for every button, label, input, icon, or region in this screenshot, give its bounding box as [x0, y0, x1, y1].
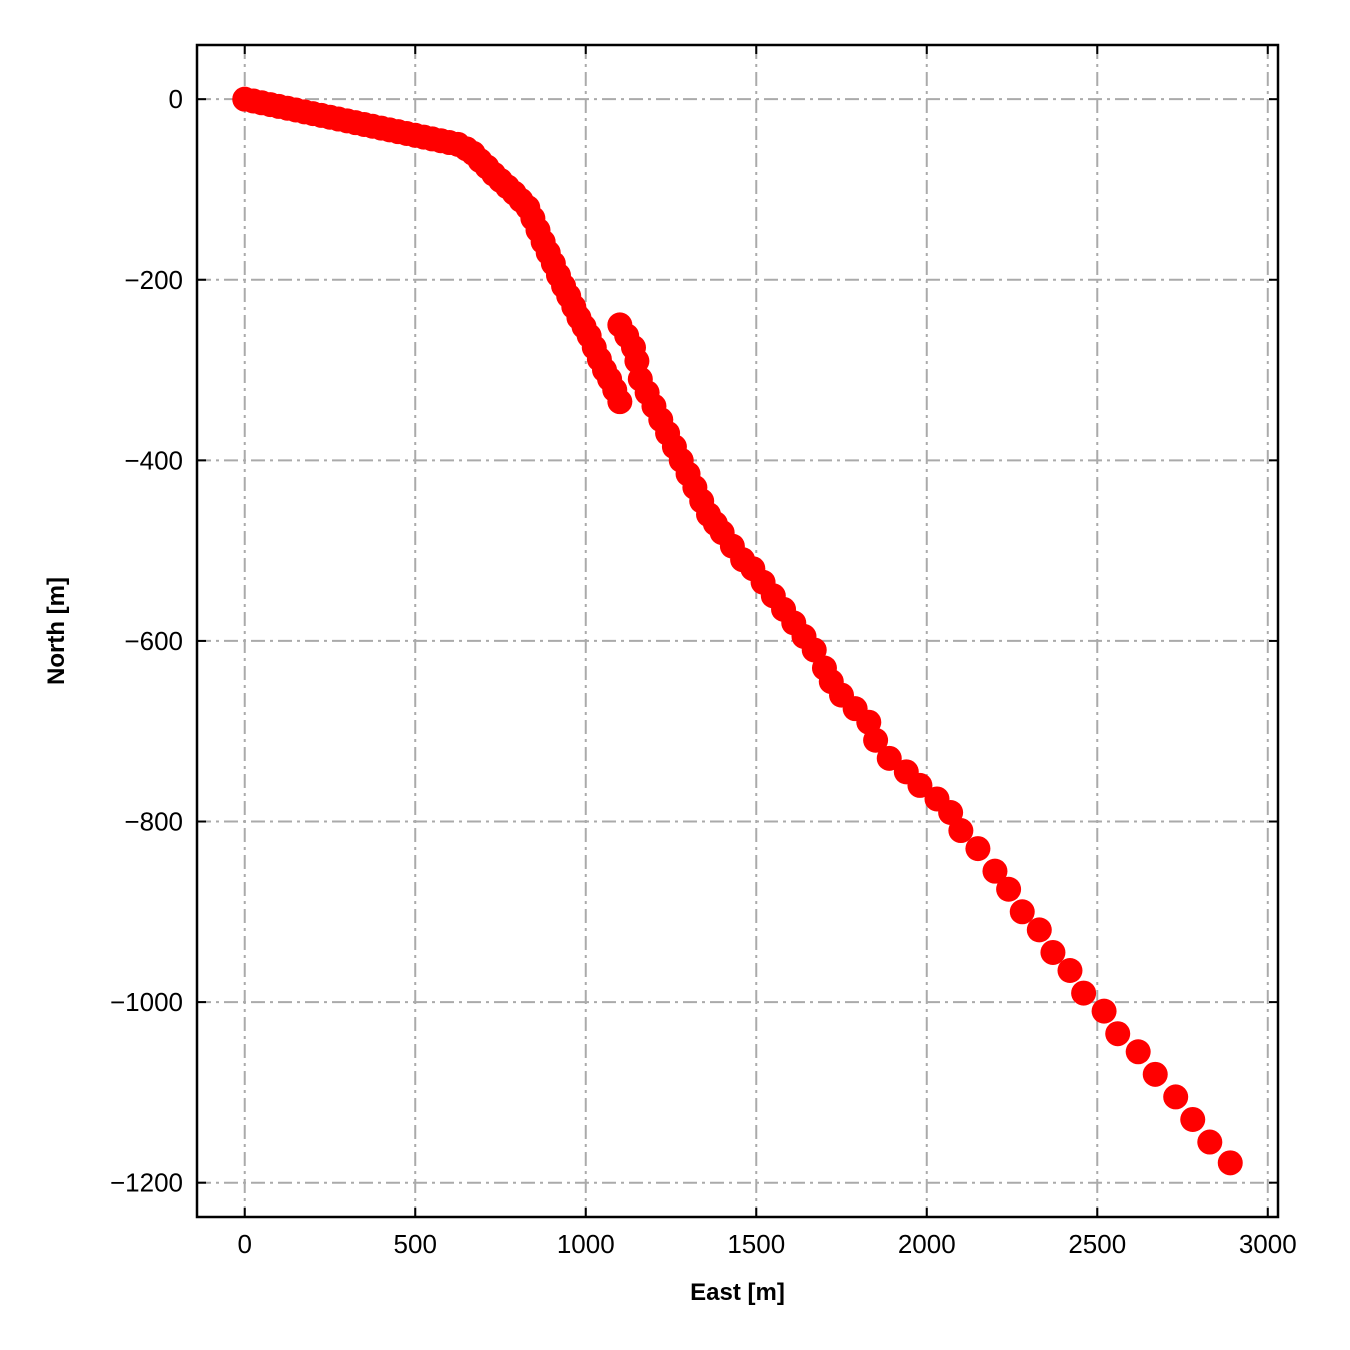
y-tick-label: −1200 [110, 1168, 183, 1198]
x-tick-label: 500 [394, 1229, 437, 1259]
data-point [1009, 899, 1035, 925]
data-point [1057, 958, 1083, 984]
data-point [948, 818, 974, 844]
data-point [1091, 998, 1117, 1024]
data-point [876, 745, 902, 771]
x-axis-label: East [m] [690, 1279, 785, 1306]
x-tick-label: 1000 [557, 1229, 615, 1259]
x-tick-label: 2000 [898, 1229, 956, 1259]
data-point [1180, 1106, 1206, 1132]
data-point [1217, 1150, 1243, 1176]
data-point [1071, 980, 1097, 1006]
x-tick-label: 1500 [727, 1229, 785, 1259]
x-tick-label: 3000 [1239, 1229, 1297, 1259]
x-tick-label: 0 [238, 1229, 252, 1259]
data-point [1142, 1061, 1168, 1087]
y-tick-label: −600 [124, 626, 183, 656]
data-point [907, 772, 933, 798]
data-point [982, 858, 1008, 884]
data-point [1197, 1129, 1223, 1155]
x-tick-label: 2500 [1068, 1229, 1126, 1259]
y-axis-label: North [m] [43, 577, 70, 685]
data-point [996, 876, 1022, 902]
y-tick-label: 0 [169, 84, 183, 114]
y-tick-label: −400 [124, 445, 183, 475]
data-point [607, 389, 633, 415]
data-point [1040, 939, 1066, 965]
axis-ticks: 0 500 1000 1500 2000 2500 3000 0 −200 −400 −600 −80… [110, 45, 1297, 1259]
data-points [232, 86, 1243, 1176]
grid [197, 45, 1278, 1217]
data-point [1026, 917, 1052, 943]
plot-frame [195, 43, 1280, 1219]
y-tick-label: −200 [124, 265, 183, 295]
data-point [965, 836, 991, 862]
data-point [1163, 1084, 1189, 1110]
data-point [1125, 1039, 1151, 1065]
y-tick-label: −800 [124, 807, 183, 837]
data-point [863, 727, 889, 753]
data-point [1105, 1021, 1131, 1047]
y-tick-label: −1000 [110, 987, 183, 1017]
